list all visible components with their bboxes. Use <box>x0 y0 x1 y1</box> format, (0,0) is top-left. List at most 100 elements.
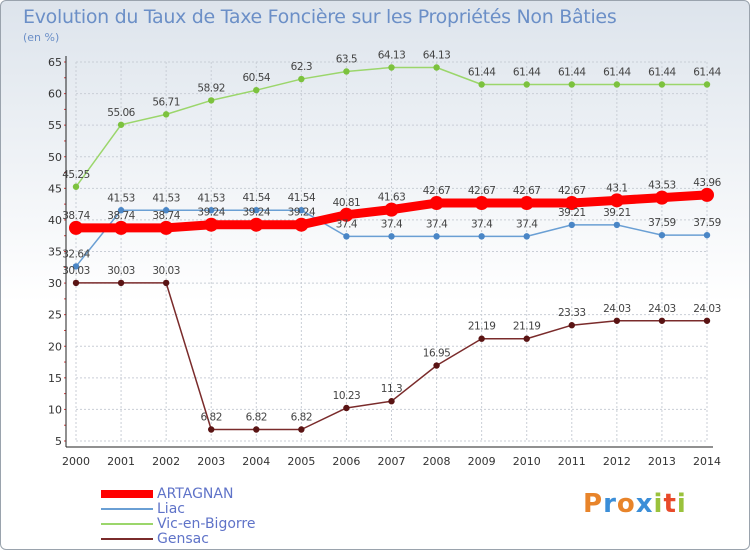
logo-letter: x <box>635 489 654 519</box>
proxiti-logo: Proxiti <box>583 489 687 519</box>
data-point <box>433 64 440 71</box>
legend-label: Liac <box>157 501 185 517</box>
data-point <box>72 279 80 287</box>
data-label: 40.81 <box>333 197 361 209</box>
data-point <box>658 231 666 239</box>
data-label: 64.13 <box>378 49 406 61</box>
x-tick-label: 2003 <box>197 455 225 468</box>
data-point <box>162 207 170 214</box>
data-label: 10.23 <box>333 390 361 402</box>
x-tick-label: 2011 <box>558 455 586 468</box>
data-label: 39.24 <box>243 207 271 219</box>
data-label: 37.59 <box>648 217 676 229</box>
y-tick-label: 25 <box>48 309 62 322</box>
data-label: 38.74 <box>62 210 90 222</box>
data-label: 38.74 <box>107 210 135 222</box>
legend-swatch <box>101 508 153 510</box>
data-point <box>72 183 80 190</box>
legend-label: Gensac <box>157 531 209 547</box>
data-label: 61.44 <box>513 66 541 78</box>
series-group <box>69 64 714 433</box>
data-point <box>478 233 485 240</box>
data-point <box>478 81 485 88</box>
data-point <box>700 187 714 202</box>
legend-swatch <box>101 523 153 525</box>
data-point <box>208 207 215 214</box>
data-label: 16.95 <box>423 348 451 360</box>
logo-letter: r <box>603 489 617 519</box>
data-label: 37.59 <box>693 217 721 229</box>
data-label: 41.53 <box>107 192 135 204</box>
data-point <box>523 81 530 88</box>
y-tick-label: 45 <box>48 182 62 195</box>
data-point <box>523 233 530 240</box>
data-label: 23.33 <box>558 307 586 319</box>
y-unit-label: (en %) <box>23 31 60 44</box>
data-label: 62.3 <box>291 61 312 73</box>
data-label: 24.03 <box>693 303 721 315</box>
data-label: 41.54 <box>243 192 271 204</box>
data-label: 63.5 <box>336 53 357 65</box>
data-label: 42.67 <box>513 185 541 197</box>
data-point <box>253 86 260 94</box>
data-point <box>298 206 305 214</box>
data-label: 41.53 <box>197 192 225 204</box>
data-point <box>298 426 305 433</box>
x-tick-label: 2012 <box>603 455 631 468</box>
data-label: 24.03 <box>648 303 676 315</box>
data-label: 21.19 <box>468 321 496 333</box>
data-point <box>343 68 350 75</box>
data-label: 11.3 <box>381 383 402 395</box>
y-tick-label: 30 <box>48 277 62 290</box>
data-point <box>703 81 711 88</box>
data-label: 43.1 <box>606 182 627 194</box>
data-point <box>159 220 174 235</box>
data-label: 61.44 <box>558 66 586 78</box>
x-tick-label: 2013 <box>648 455 676 468</box>
data-point <box>117 279 125 287</box>
data-point <box>613 221 621 229</box>
data-point <box>654 190 669 205</box>
data-label: 64.13 <box>423 49 451 61</box>
data-point <box>523 335 530 342</box>
data-point <box>298 75 305 83</box>
x-tick-label: 2004 <box>242 455 270 468</box>
data-label: 39.21 <box>603 207 631 219</box>
y-tick-label: 20 <box>48 340 62 353</box>
data-point <box>568 81 575 88</box>
data-point <box>204 217 219 232</box>
data-point <box>703 317 711 324</box>
legend-label: ARTAGNAN <box>157 486 234 502</box>
data-label: 30.03 <box>62 265 90 277</box>
data-label: 43.96 <box>693 177 721 189</box>
data-point <box>478 335 485 342</box>
x-tick-label: 2000 <box>62 455 90 468</box>
legend-swatch <box>101 538 153 540</box>
data-label: 37.4 <box>516 218 538 230</box>
x-tick-label: 2010 <box>513 455 541 468</box>
data-point <box>564 196 579 211</box>
data-label: 55.06 <box>107 107 135 119</box>
data-label: 30.03 <box>107 265 135 277</box>
data-point <box>658 317 666 324</box>
data-label: 60.54 <box>243 72 271 84</box>
y-tick-label: 50 <box>48 151 62 164</box>
x-tick-label: 2007 <box>378 455 406 468</box>
data-label: 6.82 <box>291 412 312 424</box>
x-tick-label: 2008 <box>423 455 451 468</box>
data-point <box>519 196 534 211</box>
chart-title: Evolution du Taux de Taxe Foncière sur l… <box>23 6 617 28</box>
data-label: 37.4 <box>471 218 493 230</box>
y-tick-label: 5 <box>55 435 62 448</box>
data-label: 21.19 <box>513 321 541 333</box>
data-point <box>72 263 80 270</box>
data-point <box>609 193 624 208</box>
logo-letter: o <box>616 489 636 519</box>
data-label: 61.44 <box>468 66 496 78</box>
data-point <box>339 207 354 222</box>
data-label: 61.44 <box>693 66 721 78</box>
data-point <box>429 196 444 211</box>
data-label: 41.53 <box>152 192 180 204</box>
